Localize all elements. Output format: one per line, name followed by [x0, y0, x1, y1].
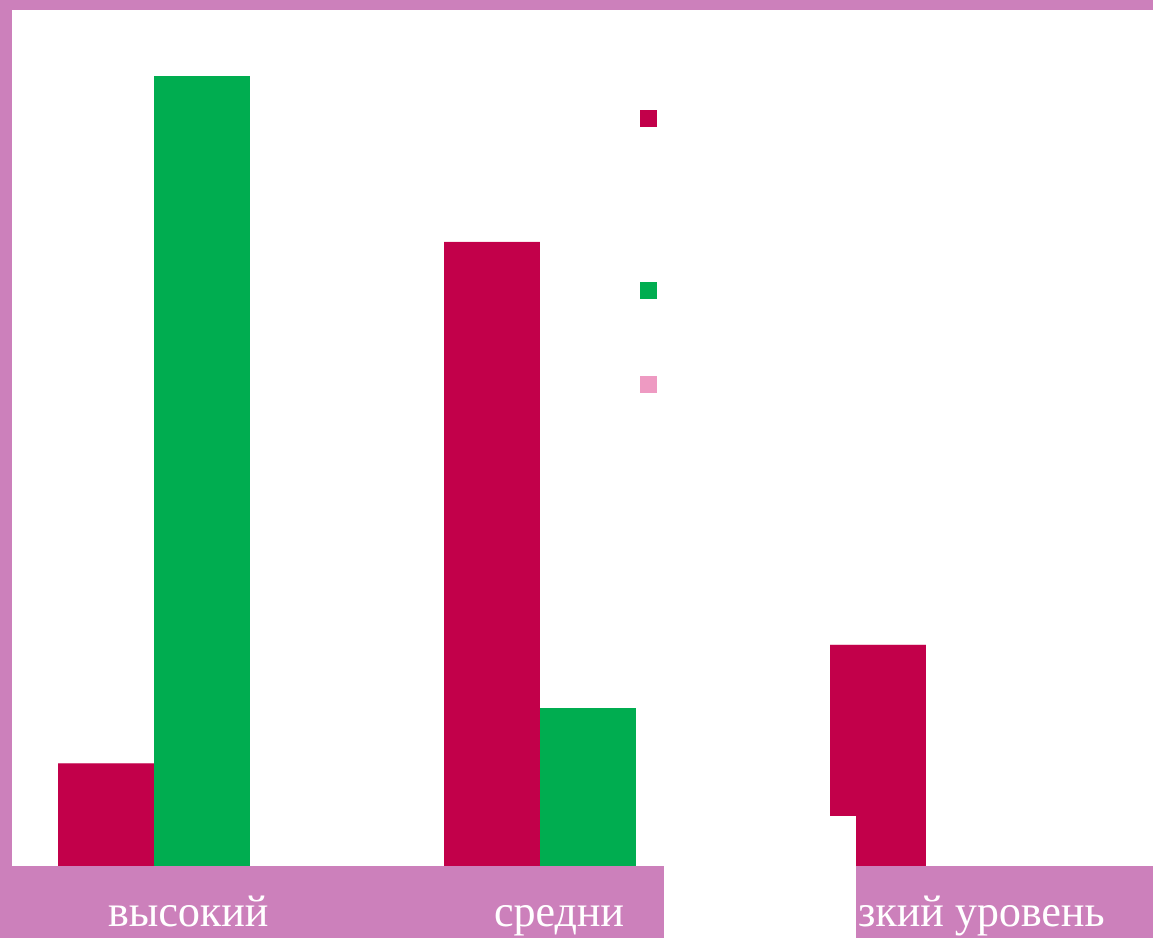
legend-swatch-1	[640, 110, 657, 127]
overlay-panel	[664, 866, 856, 938]
category-label-3: зкий уровень	[858, 887, 1105, 936]
category-label-1: высокий	[108, 887, 268, 936]
bar-series2-2	[540, 708, 636, 866]
bar-series1-1	[58, 763, 154, 866]
category-labels: высокий средни зкий уровень	[108, 887, 1105, 936]
bars-group	[58, 76, 926, 866]
legend	[640, 110, 657, 393]
bar-series2-1	[154, 76, 250, 866]
category-axis-band	[0, 866, 1153, 938]
legend-swatch-3	[640, 376, 657, 393]
overlay-block	[664, 816, 856, 866]
category-label-2: средни	[494, 887, 624, 936]
legend-swatch-2	[640, 282, 657, 299]
bar-series1-2	[444, 241, 540, 866]
